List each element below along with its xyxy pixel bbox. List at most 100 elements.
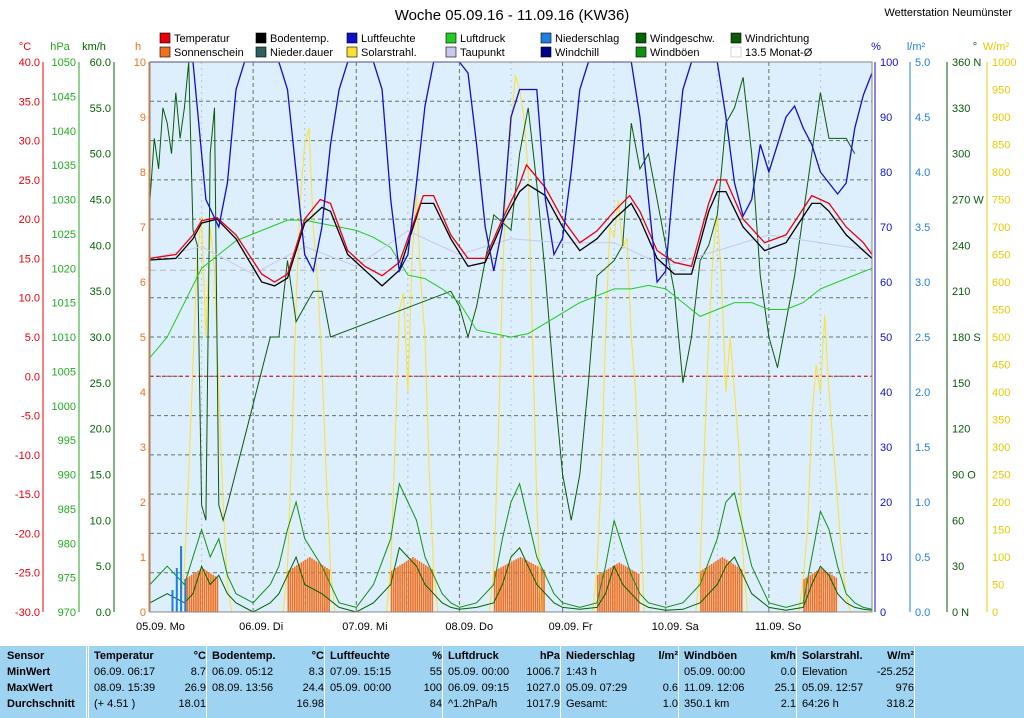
axis-tick-label: -15.0 [15, 489, 40, 501]
stats-cell-value: 976 [895, 682, 914, 694]
axis-tick-label: 55.0 [90, 103, 111, 115]
stats-cell-row: 16.98 [212, 696, 324, 712]
sunshine-bar [208, 572, 210, 612]
stats-cell-value: 1.0 [662, 698, 678, 710]
stats-cell-row: 05.09. 12:57 976 [802, 680, 914, 696]
axis-tick-label: 0.0 [25, 371, 40, 383]
sunshine-bar [296, 565, 298, 612]
axis-tick-label: 1005 [52, 366, 76, 378]
sunshine-bar [508, 562, 511, 612]
series-line-bodentemp [149, 183, 873, 287]
stats-column-name: Temperatur [94, 650, 154, 662]
stats-column-unit: % [432, 650, 442, 662]
axis-tick-label: 1 [140, 552, 146, 564]
sunshine-bar [534, 565, 537, 612]
sunshine-bar [528, 561, 530, 612]
axis-tick-label: 7 [140, 222, 146, 234]
stats-cell-row: Gesamt: 1.0 [566, 696, 678, 712]
axis-tick-label: 150 [992, 525, 1010, 537]
axis-tick-label: 6 [140, 277, 146, 289]
sunshine-bar [300, 562, 303, 612]
sunshine-bar [708, 565, 711, 612]
stats-column-1: Temperatur °C 06.09. 06:17 8.7 08.09. 15:39 2… [94, 648, 206, 712]
sunshine-bar [326, 568, 328, 612]
sunshine-bar [397, 566, 399, 612]
axis-tick-label: 4.0 [915, 167, 930, 179]
sunshine-bar [205, 570, 208, 612]
sunshine-bar [313, 559, 315, 612]
stats-separator [86, 646, 87, 718]
series-line-luftdruck [149, 219, 873, 358]
sunshine-bar [530, 562, 532, 612]
axis-tick-label: 150 [952, 378, 970, 390]
stats-column-head: Bodentemp. °C [212, 648, 324, 664]
chart-title: Woche 05.09.16 - 11.09.16 (KW36) [395, 7, 630, 24]
axis-tick-label: 60 [952, 515, 964, 527]
axis-tick-label: 995 [58, 435, 76, 447]
stats-separator [324, 646, 325, 718]
legend-swatch [540, 46, 552, 58]
sunshine-bar [620, 563, 623, 612]
axis-tick-label: 50 [880, 332, 892, 344]
axis-tick-label: 20 [880, 497, 892, 509]
axis-unit-label: km/h [82, 41, 106, 53]
sunshine-bar [420, 562, 423, 612]
axis-tick-label: 1015 [52, 298, 76, 310]
stats-cell-info: 05.09. 00:00 [330, 682, 392, 694]
stats-cell-info: 1:43 h [566, 666, 597, 678]
axis-tick-label: 360 N [952, 57, 981, 69]
sunshine-bar [197, 570, 199, 612]
stats-cell-value: 2.1 [780, 698, 796, 710]
stats-separator [796, 646, 797, 718]
sunshine-bar [431, 569, 434, 612]
axis-tick-label: 100 [880, 57, 898, 69]
sunshine-bar [500, 567, 502, 612]
sunshine-bar [394, 568, 397, 612]
axis-tick-label: 0.0 [915, 607, 930, 619]
sunshine-bar [622, 564, 625, 612]
sunshine-bar [803, 579, 805, 612]
sunshine-bar [618, 562, 621, 612]
stats-cell-info: 06.09. 06:17 [94, 666, 156, 678]
sunshine-bar [513, 560, 515, 612]
axis-tick-label: 40.0 [90, 240, 111, 252]
stats-column-unit: l/m² [658, 650, 678, 662]
axis-tick-label: 10 [134, 57, 146, 69]
axis-tick-label: 750 [992, 195, 1010, 207]
sunshine-bar [190, 574, 193, 612]
sunshine-bar [809, 574, 812, 612]
stats-cell-row: 64:26 h 318.2 [802, 696, 914, 712]
precip-bar [175, 568, 178, 612]
sunshine-bar [609, 567, 612, 612]
axis-tick-label: 200 [992, 497, 1010, 509]
stats-column-name: Windböen [684, 650, 738, 662]
x-tick-label: 10.09. Sa [652, 621, 700, 633]
axis-tick-label: 50 [992, 580, 1004, 592]
stats-cell-info: (+ 4.51 ) [94, 698, 136, 710]
x-tick-label: 08.09. Do [445, 621, 493, 633]
axis-tick-label: 2 [140, 497, 146, 509]
sunshine-bar [422, 563, 425, 612]
axis-tick-label: 210 [952, 286, 970, 298]
sunshine-bar [493, 570, 496, 612]
axis-tick-label: 1040 [52, 126, 76, 138]
axis-unit-label: hPa [50, 41, 70, 53]
axis-tick-label: 40 [880, 387, 892, 399]
stats-cell-value: 8.7 [190, 666, 206, 678]
sunshine-bar [813, 572, 816, 612]
sunshine-bar [302, 561, 305, 612]
sunshine-bar [601, 572, 603, 612]
axis-tick-label: 300 [952, 149, 970, 161]
stats-column-unit: W/m² [887, 650, 914, 662]
stats-cell-info: ^1.2hPa/h [448, 698, 498, 710]
sunshine-bar [740, 569, 743, 612]
stats-cell-row: 07.09. 15:15 55 [330, 664, 442, 680]
legend-label: Windchill [555, 47, 599, 59]
stats-cell-row: 350.1 km 2.1 [684, 696, 796, 712]
axis-tick-label: 985 [58, 504, 76, 516]
axis-unit-label: % [871, 41, 881, 53]
sunshine-bar [723, 558, 726, 612]
sunshine-bar [328, 569, 330, 612]
axis-tick-label: 25.0 [19, 175, 40, 187]
sunshine-bar [811, 573, 814, 612]
